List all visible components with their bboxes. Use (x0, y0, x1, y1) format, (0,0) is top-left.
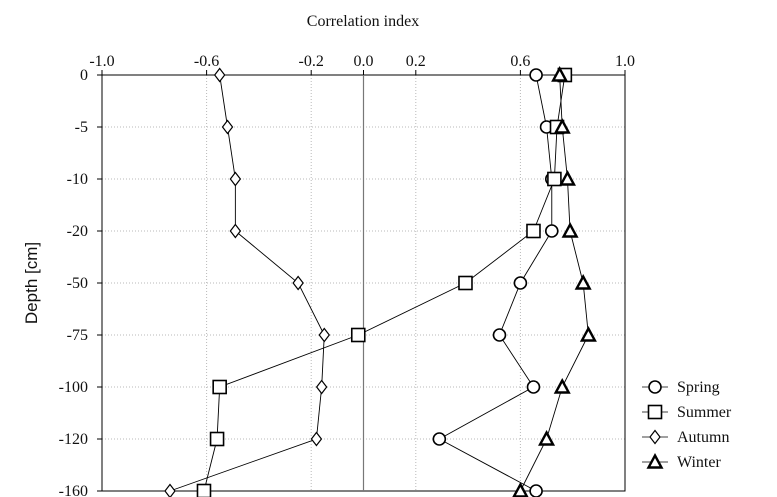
x-axis-title: Correlation index (307, 13, 419, 30)
data-point-summer (350, 327, 366, 343)
y-tick-label: -10 (67, 171, 88, 188)
y-tick-label: -160 (59, 483, 88, 497)
legend-label: Winter (677, 454, 721, 471)
legend-label: Autumn (677, 429, 729, 446)
data-point-autumn (213, 67, 226, 83)
data-point-spring (432, 432, 447, 446)
data-point-winter (551, 65, 569, 82)
data-point-spring (492, 328, 507, 342)
series-autumn (164, 67, 331, 497)
data-point-spring (529, 68, 543, 82)
x-tick-label: -1.0 (89, 53, 114, 70)
legend-marker-summer (647, 404, 663, 420)
legend-label: Summer (677, 404, 732, 421)
legend-label: Spring (677, 379, 720, 396)
data-point-spring (544, 224, 559, 238)
data-point-autumn (229, 171, 242, 187)
data-point-summer (196, 483, 212, 497)
data-point-summer (458, 275, 473, 291)
data-point-winter (553, 117, 571, 134)
data-point-summer (209, 431, 225, 447)
data-point-winter (561, 221, 579, 238)
data-point-spring (513, 276, 528, 290)
legend-marker-autumn (649, 429, 661, 445)
series-group (164, 65, 597, 497)
legend-marker-spring (648, 380, 662, 394)
legend-item-spring: Spring (642, 379, 720, 396)
data-point-spring (529, 484, 543, 497)
legend-marker-winter (646, 452, 664, 469)
data-point-autumn (315, 379, 328, 395)
data-point-autumn (229, 223, 242, 239)
series-summer (196, 67, 573, 497)
data-point-summer (212, 379, 227, 395)
data-point-winter (558, 169, 576, 186)
y-tick-labels: 0 -5 -10 -20 -50 -75 -100 -120 -160 (59, 67, 102, 497)
data-point-spring (526, 380, 541, 394)
x-tick-label: 0.2 (406, 53, 426, 70)
y-tick-label: 0 (80, 67, 88, 84)
x-tick-label: 0.6 (510, 53, 530, 70)
y-tick-label: -100 (59, 379, 88, 396)
x-tick-labels: -1.0 -0.6 -0.2 0.0 0.2 0.6 1.0 (89, 53, 635, 75)
y-tick-label: -50 (67, 275, 88, 292)
legend-item-summer: Summer (642, 404, 732, 421)
y-tick-label: -75 (67, 327, 88, 344)
series-winter (512, 65, 597, 497)
data-point-winter (574, 273, 592, 290)
data-point-autumn (164, 483, 176, 497)
y-tick-label: -20 (67, 223, 88, 240)
data-point-summer (526, 223, 541, 239)
data-point-autumn (318, 327, 331, 343)
x-tick-label: 0.0 (354, 53, 374, 70)
data-point-winter (553, 377, 571, 394)
x-tick-label: 1.0 (615, 53, 635, 70)
x-tick-label: -0.2 (299, 53, 324, 70)
data-point-winter (579, 325, 597, 342)
y-tick-label: -5 (75, 119, 88, 136)
data-point-autumn (292, 275, 304, 291)
legend-item-autumn: Autumn (642, 429, 729, 446)
x-tick-label: -0.6 (194, 53, 219, 70)
data-point-winter (538, 429, 556, 446)
legend-item-winter: Winter (642, 452, 721, 471)
legend: Spring Summer Autumn Winter (642, 379, 732, 471)
data-point-summer (547, 171, 562, 187)
series-spring (432, 68, 559, 497)
y-axis-title: Depth [cm] (22, 242, 41, 324)
data-point-autumn (221, 119, 234, 135)
y-tick-label: -120 (59, 431, 88, 448)
data-point-autumn (310, 431, 323, 447)
